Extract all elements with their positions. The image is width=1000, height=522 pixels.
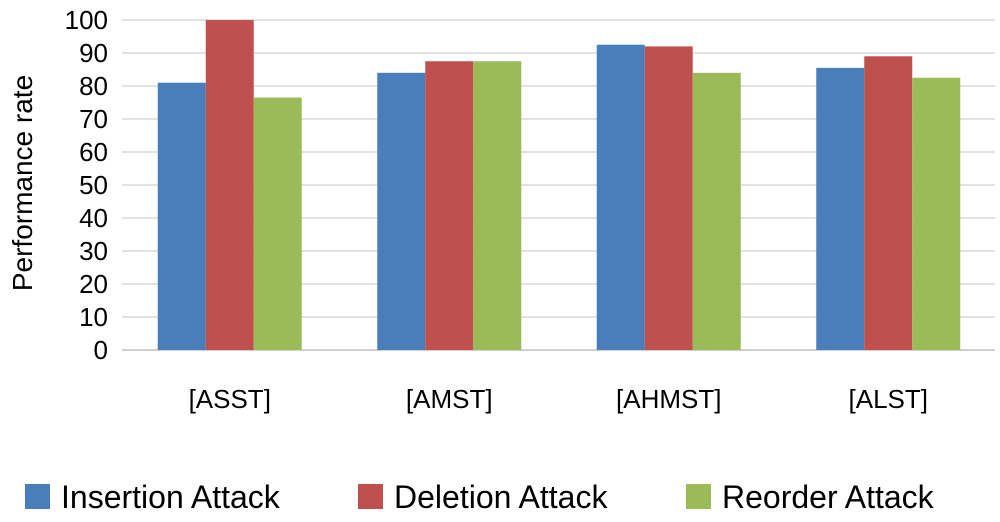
y-tick-label: 20 (79, 269, 108, 299)
y-tick-label: 70 (79, 104, 108, 134)
bar (644, 46, 693, 351)
bar (912, 77, 961, 350)
bar (425, 61, 474, 350)
bar (816, 67, 865, 350)
bars (157, 20, 961, 351)
y-tick-label: 60 (79, 137, 108, 167)
x-tick-label: [ALST] (849, 384, 928, 414)
y-tick-label: 40 (79, 203, 108, 233)
bar (864, 56, 913, 351)
bar (377, 72, 426, 351)
bar (205, 20, 254, 350)
bar (157, 82, 206, 350)
legend-swatch (358, 484, 383, 509)
legend: Insertion Attack Deletion Attack Reorder A… (25, 479, 935, 515)
y-tick-label: 30 (79, 236, 108, 266)
legend-label: Deletion Attack (394, 479, 608, 515)
y-axis-title: Performance rate (7, 75, 38, 291)
y-tick-label: 0 (94, 335, 108, 365)
y-tick-label: 100 (65, 5, 108, 35)
legend-label: Insertion Attack (61, 479, 281, 515)
legend-label: Reorder Attack (722, 479, 935, 515)
bar (596, 44, 645, 350)
legend-swatch (686, 484, 711, 509)
x-tick-label: [ASST] (189, 384, 271, 414)
bar (473, 61, 522, 350)
x-axis-ticks: [ASST] [AMST] [AHMST] [ALST] (189, 384, 928, 414)
y-tick-label: 50 (79, 170, 108, 200)
x-tick-label: [AMST] (406, 384, 493, 414)
legend-swatch (25, 484, 50, 509)
bar (253, 97, 302, 350)
y-tick-label: 10 (79, 302, 108, 332)
y-tick-label: 80 (79, 71, 108, 101)
y-tick-label: 90 (79, 38, 108, 68)
bar (692, 72, 741, 351)
x-tick-label: [AHMST] (616, 384, 721, 414)
